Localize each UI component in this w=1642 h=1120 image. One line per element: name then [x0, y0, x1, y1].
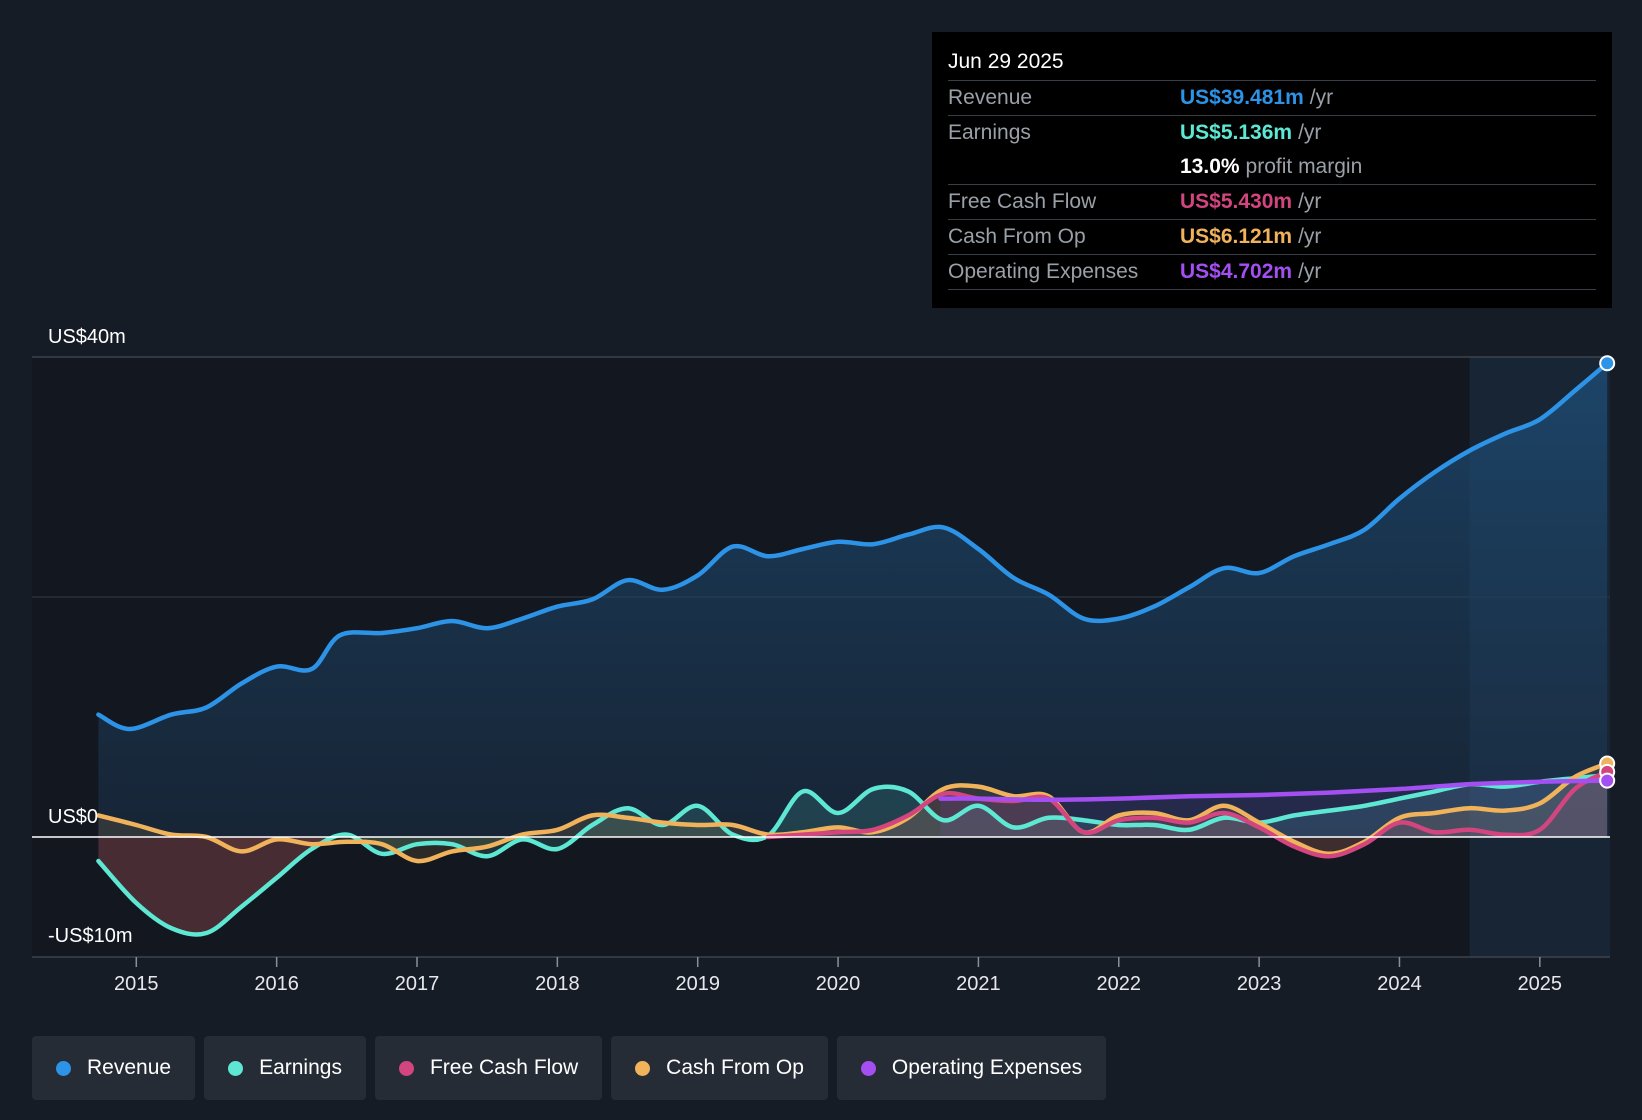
legend-label: Free Cash Flow [429, 1056, 579, 1079]
tooltip-value: US$5.430m [1180, 190, 1293, 213]
tooltip-date: Jun 29 2025 [948, 46, 1596, 81]
tooltip-value: 13.0% [1180, 155, 1240, 178]
legend-label: Cash From Op [666, 1056, 804, 1079]
tooltip-row-fcf: Free Cash Flow US$5.430m /yr [948, 185, 1596, 220]
tooltip-label: Free Cash Flow [948, 190, 1097, 213]
tooltip-row-margin: 13.0% profit margin [948, 150, 1596, 185]
series-line-revenue [96, 360, 1610, 732]
legend-label: Earnings [259, 1056, 342, 1079]
x-tick-label: 2017 [395, 973, 440, 995]
legend-label: Operating Expenses [891, 1056, 1083, 1079]
y-axis-label: US$0 [48, 806, 98, 828]
tooltip-label: Cash From Op [948, 225, 1086, 248]
x-tick-label: 2019 [675, 973, 720, 995]
x-tick-label: 2021 [956, 973, 1001, 995]
legend-item-operating-expenses[interactable]: Operating Expenses [836, 1036, 1107, 1100]
x-tick-label: 2023 [1237, 973, 1282, 995]
x-tick-label: 2015 [114, 973, 159, 995]
y-axis-label: -US$10m [48, 925, 132, 947]
endpoint-marker [1599, 355, 1616, 372]
tooltip-value: US$4.702m [1180, 260, 1293, 283]
legend-dot-icon [635, 1060, 651, 1076]
legend-dot-icon [56, 1060, 71, 1076]
x-tick-label: 2022 [1097, 973, 1142, 995]
tooltip-unit: /yr [1298, 190, 1322, 213]
x-tick-label: 2020 [816, 973, 861, 995]
tooltip-label: Revenue [948, 86, 1033, 109]
legend-item-free-cash-flow[interactable]: Free Cash Flow [374, 1036, 603, 1100]
legend-dot-icon [398, 1060, 414, 1076]
negative-area [98, 837, 333, 935]
x-tick-label: 2024 [1377, 973, 1422, 995]
x-tick-label: 2018 [535, 973, 580, 995]
tooltip-unit: profit margin [1245, 155, 1363, 178]
y-axis-label: US$40m [48, 326, 126, 348]
tooltip-unit: /yr [1298, 260, 1322, 283]
legend-dot-icon [228, 1060, 244, 1076]
x-tick-label: 2016 [254, 973, 299, 995]
endpoint-marker [1599, 772, 1616, 789]
legend-label: Revenue [87, 1056, 172, 1079]
tooltip-unit: /yr [1298, 225, 1322, 248]
legend-item-revenue[interactable]: Revenue [32, 1036, 196, 1100]
tooltip-unit: /yr [1298, 121, 1322, 144]
tooltip-value: US$5.136m [1180, 121, 1293, 144]
legend-dot-icon [860, 1060, 876, 1076]
series-area [767, 771, 1608, 857]
legend-item-earnings[interactable]: Earnings [204, 1036, 366, 1100]
tooltip-panel: Jun 29 2025 Revenue US$39.481m /yr Earni… [932, 32, 1612, 308]
x-tick-label: 2025 [1518, 973, 1563, 995]
series-line-operating-expenses [938, 778, 1610, 803]
tooltip-row-earnings: Earnings US$5.136m /yr [948, 116, 1596, 150]
tooltip-value: US$6.121m [1180, 225, 1293, 248]
tooltip-row-opex: Operating Expenses US$4.702m /yr [948, 255, 1596, 290]
tooltip-label: Operating Expenses [948, 260, 1139, 283]
revenue-area [98, 363, 1608, 837]
chart-legend: Revenue Earnings Free Cash Flow Cash Fro… [32, 1036, 1107, 1100]
legend-item-cash-from-op[interactable]: Cash From Op [611, 1036, 828, 1100]
series-line-earnings [96, 773, 1610, 937]
tooltip-row-cfo: Cash From Op US$6.121m /yr [948, 220, 1596, 255]
tooltip-value: US$39.481m [1180, 86, 1304, 109]
tooltip-unit: /yr [1309, 86, 1334, 109]
series-line-free-cash-flow [765, 769, 1610, 859]
tooltip-label: Earnings [948, 121, 1031, 144]
tooltip-row-revenue: Revenue US$39.481m /yr [948, 81, 1596, 116]
